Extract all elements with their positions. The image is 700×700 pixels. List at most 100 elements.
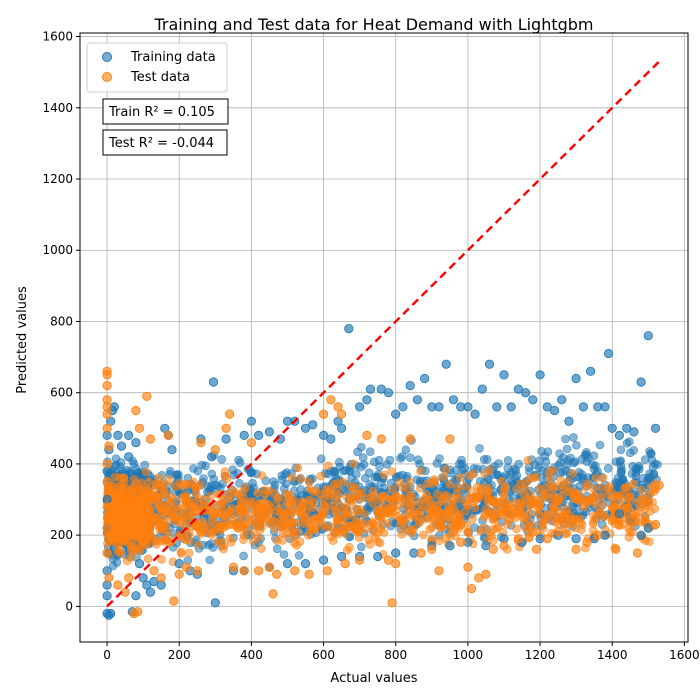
cloud-point — [342, 492, 351, 502]
cloud-point — [431, 508, 441, 517]
cloud-point — [354, 533, 364, 542]
cloud-point — [282, 489, 291, 498]
cloud-point — [151, 484, 160, 494]
data-point — [463, 562, 473, 572]
data-point — [207, 452, 217, 462]
cloud-point — [275, 522, 285, 531]
data-point — [362, 395, 372, 405]
data-point — [585, 366, 596, 376]
cloud-point — [400, 500, 409, 510]
cloud-point — [177, 516, 187, 526]
cloud-point — [220, 471, 230, 481]
data-point — [174, 558, 184, 569]
cloud-ff7f0e — [102, 456, 660, 567]
cloud-point — [170, 504, 180, 514]
data-point — [134, 423, 145, 433]
cloud-point — [616, 445, 626, 455]
cloud-point — [514, 459, 524, 469]
cloud-point — [162, 528, 172, 537]
legend-marker-test — [102, 72, 112, 82]
cloud-point — [415, 516, 425, 526]
cloud-point — [454, 509, 464, 519]
cloud-point — [241, 526, 251, 535]
y-tick-label: 0 — [65, 599, 73, 613]
cloud-point — [278, 536, 287, 545]
cloud-point — [231, 488, 240, 498]
data-point — [102, 591, 112, 601]
data-point — [593, 530, 603, 540]
data-point — [488, 544, 498, 555]
data-point — [383, 388, 394, 398]
data-point — [650, 423, 661, 433]
cloud-point — [191, 489, 201, 499]
cloud-point — [329, 526, 339, 536]
x-tick-label: 1200 — [525, 648, 556, 662]
y-tick-label: 1200 — [42, 172, 73, 186]
data-point — [124, 573, 134, 583]
cloud-point — [497, 476, 507, 486]
cloud-point — [370, 532, 380, 542]
data-point — [145, 434, 155, 444]
data-point — [113, 580, 123, 590]
data-point — [149, 566, 159, 576]
data-point — [434, 566, 444, 576]
data-point — [603, 348, 614, 359]
cloud-point — [416, 483, 425, 493]
cloud-point — [125, 467, 135, 476]
data-point — [221, 423, 231, 433]
cloud-point — [235, 478, 244, 488]
cloud-point — [330, 506, 340, 515]
data-point — [131, 591, 141, 601]
cloud-point — [282, 468, 292, 477]
cloud-point — [192, 520, 201, 530]
cloud-point — [269, 489, 279, 498]
data-point — [387, 598, 397, 608]
cloud-point — [320, 522, 330, 532]
cloud-point — [294, 551, 304, 560]
cloud-point — [144, 485, 153, 495]
cloud-point — [288, 498, 297, 508]
x-tick-label: 1600 — [669, 648, 700, 662]
data-point — [102, 423, 112, 433]
cloud-point — [570, 523, 580, 533]
cloud-point — [323, 469, 333, 479]
cloud-point — [598, 500, 607, 509]
data-point — [625, 516, 635, 526]
cloud-point — [127, 487, 137, 497]
y-tick-label: 1400 — [42, 101, 73, 115]
cloud-point — [239, 494, 249, 503]
cloud-point — [119, 473, 129, 483]
data-point — [445, 434, 455, 444]
cloud-point — [485, 528, 495, 538]
cloud-point — [645, 469, 655, 479]
data-point — [133, 607, 143, 617]
chart-title: Training and Test data for Heat Demand w… — [153, 15, 593, 34]
x-tick-label: 1400 — [597, 648, 628, 662]
cloud-point — [239, 551, 248, 561]
cloud-point — [164, 475, 174, 485]
data-point — [181, 562, 191, 572]
cloud-point — [575, 491, 585, 500]
cloud-point — [353, 517, 363, 527]
cloud-point — [405, 453, 415, 463]
y-tick-label: 800 — [50, 314, 73, 328]
cloud-point — [591, 473, 601, 483]
data-point — [445, 541, 455, 551]
cloud-point — [544, 473, 554, 483]
cloud-point — [582, 479, 592, 489]
cloud-point — [356, 442, 366, 452]
cloud-point — [171, 482, 180, 491]
data-point — [405, 434, 415, 444]
cloud-point — [323, 461, 333, 471]
data-point — [254, 566, 264, 576]
cloud-point — [143, 554, 153, 564]
cloud-point — [303, 531, 313, 540]
cloud-point — [205, 555, 214, 565]
data-point — [318, 409, 329, 419]
cloud-point — [537, 446, 546, 456]
x-tick-label: 600 — [312, 648, 335, 662]
cloud-point — [256, 544, 266, 553]
cloud-point — [207, 530, 216, 540]
data-point — [326, 434, 336, 444]
data-point — [102, 477, 112, 487]
